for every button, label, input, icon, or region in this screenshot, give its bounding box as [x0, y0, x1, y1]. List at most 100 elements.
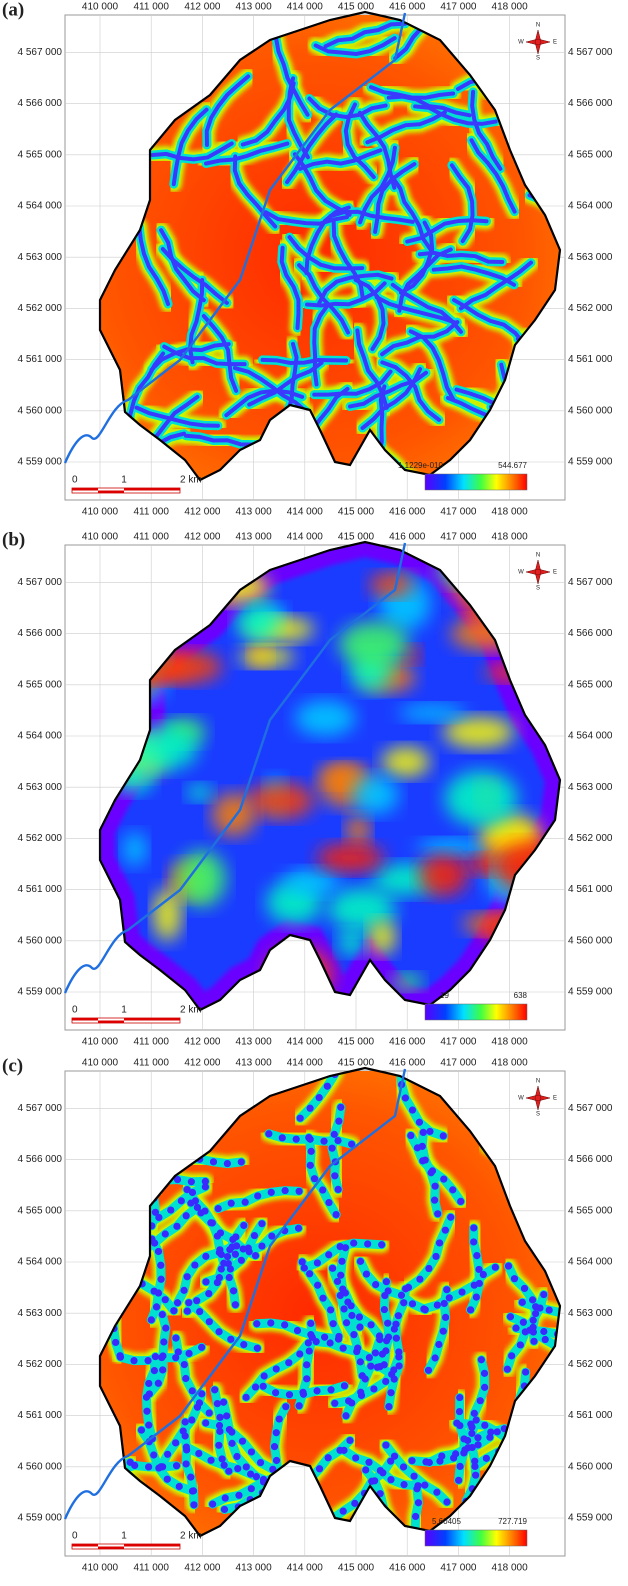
stream-dot	[148, 1316, 155, 1323]
stream-dot	[521, 1285, 528, 1292]
stream-dot	[190, 1501, 197, 1508]
stream-dot	[227, 1265, 234, 1272]
stream-dot	[240, 1222, 247, 1229]
stream-dot	[481, 1422, 488, 1429]
stream-dot	[398, 1292, 405, 1299]
stream-dot	[408, 1457, 415, 1464]
stream-dot	[297, 1115, 304, 1122]
stream-dot	[350, 1240, 357, 1247]
compass-label: W	[518, 570, 524, 576]
stream-dot	[434, 1301, 441, 1308]
x-tick-label: 413 000	[236, 532, 273, 543]
stream-dot	[189, 1387, 196, 1394]
raster-patch	[317, 843, 383, 872]
stream-dot	[258, 1242, 265, 1249]
stream-dot	[167, 1206, 174, 1213]
stream-dot	[379, 1469, 386, 1476]
stream-dot	[422, 1156, 429, 1163]
stream-dot	[337, 1243, 344, 1250]
stream-dot	[530, 1317, 537, 1324]
stream-dot	[273, 1457, 280, 1464]
stream-dot	[384, 1320, 391, 1327]
stream-dot	[468, 1430, 475, 1437]
stream-dot	[184, 1273, 191, 1280]
scale-bar-label: 2 km	[180, 475, 202, 486]
scale-bar-seg	[98, 491, 124, 494]
stream-dot	[232, 1251, 239, 1258]
stream-dot	[335, 1118, 342, 1125]
stream-dot	[150, 1451, 157, 1458]
legend-max: 638	[514, 991, 528, 1000]
stream-dot	[159, 1366, 166, 1373]
stream-dot	[354, 1345, 361, 1352]
stream-dot	[455, 1477, 462, 1484]
stream-dot	[202, 1278, 209, 1285]
stream-dot	[416, 1276, 423, 1283]
y-tick-label: 4 566 000	[18, 98, 63, 109]
stream-dot	[471, 1282, 478, 1289]
stream-dot	[209, 1501, 216, 1508]
map-panel: 410 000410 000411 000411 000412 000412 0…	[2, 529, 613, 1047]
stream-dot	[335, 1186, 342, 1193]
stream-dot	[164, 1476, 171, 1483]
stream-dot	[532, 1310, 539, 1317]
x-tick-label: 414 000	[287, 2, 324, 13]
compass-label: S	[536, 56, 540, 62]
stream-dot	[381, 1292, 388, 1299]
scale-bar-label: 0	[72, 1005, 78, 1016]
stream-dot	[599, 1322, 606, 1329]
stream-dot	[419, 1143, 426, 1150]
y-tick-label: 4 567 000	[18, 47, 63, 58]
stream-dot	[478, 1356, 485, 1363]
stream-dot	[546, 1306, 553, 1313]
raster-patch	[382, 747, 430, 777]
stream-dot	[205, 1290, 212, 1297]
stream-dot	[387, 1458, 394, 1465]
raster-patch	[445, 771, 518, 826]
stream-dot	[334, 1137, 341, 1144]
stream-dot	[188, 1416, 195, 1423]
stream-dot	[431, 1197, 438, 1204]
stream-dot	[221, 1506, 228, 1513]
stream-dot	[130, 1357, 137, 1364]
stream-dot	[300, 1391, 307, 1398]
stream-dot	[155, 1248, 162, 1255]
stream-dot	[160, 1338, 167, 1345]
stream-dot	[432, 1253, 439, 1260]
y-tick-label: 4 559 000	[18, 1513, 63, 1524]
stream-dot	[382, 1378, 389, 1385]
stream-dot	[470, 1238, 477, 1245]
stream-dot	[216, 1249, 223, 1256]
y-tick-label: 4 562 000	[18, 833, 63, 844]
stream-dot	[306, 1270, 313, 1277]
stream-dot	[461, 1446, 468, 1453]
scale-bar-seg	[98, 1021, 124, 1024]
stream-dot	[337, 1292, 344, 1299]
stream-dot	[436, 1239, 443, 1246]
scale-bar-label: 0	[72, 1531, 78, 1542]
x-tick-label: 416 000	[389, 2, 426, 13]
stream-dot	[477, 1397, 484, 1404]
stream-dot	[299, 1258, 306, 1265]
stream-dot	[395, 1348, 402, 1355]
stream-dot	[303, 1361, 310, 1368]
stream-dot	[252, 1383, 259, 1390]
stream-dot	[416, 1119, 423, 1126]
stream-dot	[185, 1350, 192, 1357]
y-tick-label: 4 559 000	[568, 1513, 613, 1524]
stream-dot	[145, 1380, 152, 1387]
stream-dot	[180, 1427, 187, 1434]
stream-dot	[520, 1319, 527, 1326]
y-tick-label: 4 559 000	[18, 457, 63, 468]
stream-dot	[279, 1134, 286, 1141]
stream-dot	[248, 1448, 255, 1455]
y-tick-label: 4 563 000	[568, 1308, 613, 1319]
y-tick-label: 4 561 000	[568, 354, 613, 365]
stream-dot	[512, 1325, 519, 1332]
stream-dot	[182, 1375, 189, 1382]
stream-dot	[215, 1205, 222, 1212]
stream-dot	[327, 1339, 334, 1346]
y-tick-label: 4 565 000	[18, 1205, 63, 1216]
raster-patch	[392, 974, 423, 990]
stream-dot	[356, 1323, 363, 1330]
